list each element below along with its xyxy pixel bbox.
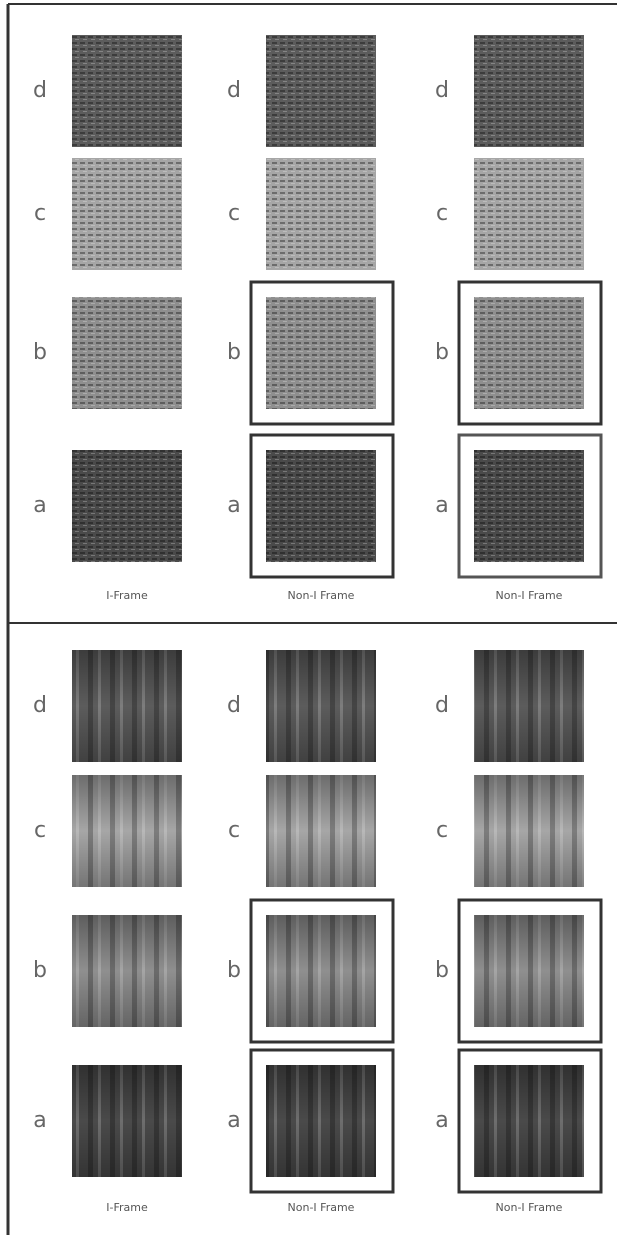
texture-shade <box>266 1065 376 1177</box>
texture-shade <box>266 775 376 887</box>
texture-shade <box>474 1065 584 1177</box>
row-label: b <box>435 340 449 365</box>
figure: d c b a I-Frame d c b a Non-I Frame d c b a Non-I Fram… <box>0 0 617 1235</box>
texture-shade <box>474 650 584 762</box>
row-label: d <box>435 693 449 718</box>
row-label: c <box>228 818 240 843</box>
row-label: a <box>33 493 46 518</box>
texture-overlay <box>474 450 584 562</box>
row-label: a <box>227 1108 240 1133</box>
texture-shade <box>72 915 182 1027</box>
texture-shade <box>266 650 376 762</box>
row-label: b <box>227 958 241 983</box>
texture-overlay <box>266 297 376 409</box>
texture-overlay <box>266 158 376 270</box>
texture-overlay <box>72 297 182 409</box>
row-label: c <box>34 818 46 843</box>
column-caption: Non-I Frame <box>496 589 563 602</box>
texture-shade <box>266 915 376 1027</box>
column-caption: I-Frame <box>106 1201 148 1214</box>
row-label: c <box>228 201 240 226</box>
column-caption: I-Frame <box>106 589 148 602</box>
column-caption: Non-I Frame <box>288 1201 355 1214</box>
row-label: d <box>33 693 47 718</box>
texture-overlay <box>266 35 376 147</box>
row-label: a <box>435 1108 448 1133</box>
row-label: d <box>33 78 47 103</box>
row-label: d <box>435 78 449 103</box>
row-label: a <box>227 493 240 518</box>
row-label: c <box>34 201 46 226</box>
row-label: c <box>436 818 448 843</box>
column-caption: Non-I Frame <box>496 1201 563 1214</box>
row-label: d <box>227 78 241 103</box>
row-label: d <box>227 693 241 718</box>
texture-shade <box>72 650 182 762</box>
row-label: a <box>33 1108 46 1133</box>
texture-shade <box>72 775 182 887</box>
texture-shade <box>72 1065 182 1177</box>
texture-overlay <box>474 158 584 270</box>
texture-overlay <box>72 35 182 147</box>
row-label: b <box>33 958 47 983</box>
row-label: c <box>436 201 448 226</box>
row-label: b <box>435 958 449 983</box>
texture-shade <box>474 915 584 1027</box>
row-label: b <box>33 340 47 365</box>
texture-overlay <box>474 35 584 147</box>
texture-overlay <box>72 450 182 562</box>
row-label: b <box>227 340 241 365</box>
texture-overlay <box>474 297 584 409</box>
texture-overlay <box>72 158 182 270</box>
texture-shade <box>474 775 584 887</box>
texture-overlay <box>266 450 376 562</box>
column-caption: Non-I Frame <box>288 589 355 602</box>
row-label: a <box>435 493 448 518</box>
